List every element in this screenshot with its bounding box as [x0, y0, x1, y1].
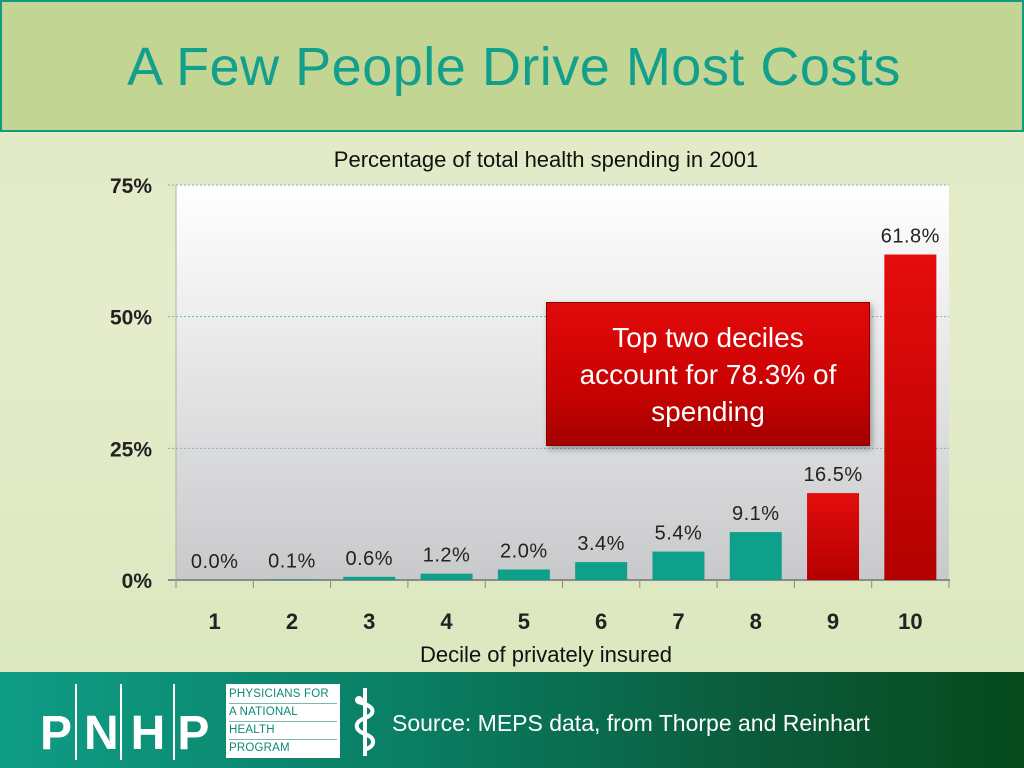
slide-title: A Few People Drive Most Costs	[127, 37, 901, 97]
logo-line-1: PHYSICIANS FOR	[229, 686, 337, 704]
chart-title: Percentage of total health spending in 2…	[334, 147, 758, 172]
data-label: 1.2%	[423, 545, 471, 567]
title-bar: A Few People Drive Most Costs	[0, 0, 1024, 132]
y-tick-label: 0%	[122, 570, 153, 593]
callout-text: Top two deciles account for 78.3% of spe…	[579, 321, 837, 427]
data-label: 5.4%	[655, 523, 703, 545]
data-label: 0.1%	[268, 550, 316, 572]
data-label: 0.6%	[345, 548, 393, 570]
footer-bar: PNHP PHYSICIANS FOR A NATIONAL HEALTH PR…	[0, 672, 1024, 768]
logo-wordmark: PHYSICIANS FOR A NATIONAL HEALTH PROGRAM	[226, 684, 340, 758]
data-label: 3.4%	[577, 533, 625, 555]
x-tick-label: 2	[286, 609, 298, 634]
x-tick-label: 10	[898, 609, 922, 634]
y-tick-label: 50%	[110, 307, 152, 330]
data-label: 2.0%	[500, 540, 548, 562]
source-note: Source: MEPS data, from Thorpe and Reinh…	[392, 710, 870, 736]
data-label: 0.0%	[191, 551, 239, 573]
x-tick-label: 3	[363, 609, 375, 634]
bar-decile-10	[884, 254, 937, 580]
data-label: 9.1%	[732, 503, 780, 525]
bar-decile-3	[343, 576, 396, 580]
x-tick-label: 6	[595, 609, 607, 634]
bar-chart: Percentage of total health spending in 2…	[110, 147, 950, 667]
logo-letters: PNHP	[40, 707, 220, 760]
x-tick-label: 7	[672, 609, 684, 634]
y-tick-label: 75%	[110, 175, 152, 198]
data-label: 16.5%	[803, 464, 862, 486]
logo-line-2: A NATIONAL	[229, 704, 337, 722]
x-tick-label: 5	[518, 609, 530, 634]
logo-line-4: PROGRAM	[229, 742, 290, 754]
caduceus-icon	[354, 688, 376, 756]
x-tick-label: 1	[209, 609, 221, 634]
bar-decile-9	[807, 493, 860, 580]
bar-decile-6	[575, 562, 628, 580]
callout-box: Top two deciles account for 78.3% of spe…	[546, 302, 870, 446]
bar-decile-4	[420, 573, 473, 580]
x-axis-label: Decile of privately insured	[420, 642, 672, 667]
x-tick-label: 8	[750, 609, 762, 634]
y-tick-label: 25%	[110, 438, 152, 461]
logo-line-3: HEALTH	[229, 722, 337, 740]
x-tick-label: 9	[827, 609, 839, 634]
x-tick-label: 4	[440, 609, 453, 634]
bar-decile-8	[729, 532, 782, 580]
bar-decile-2	[265, 579, 318, 580]
bar-decile-5	[497, 569, 550, 580]
bar-decile-7	[652, 551, 705, 580]
pnhp-logo: PNHP	[40, 684, 220, 760]
data-label: 61.8%	[881, 226, 940, 248]
